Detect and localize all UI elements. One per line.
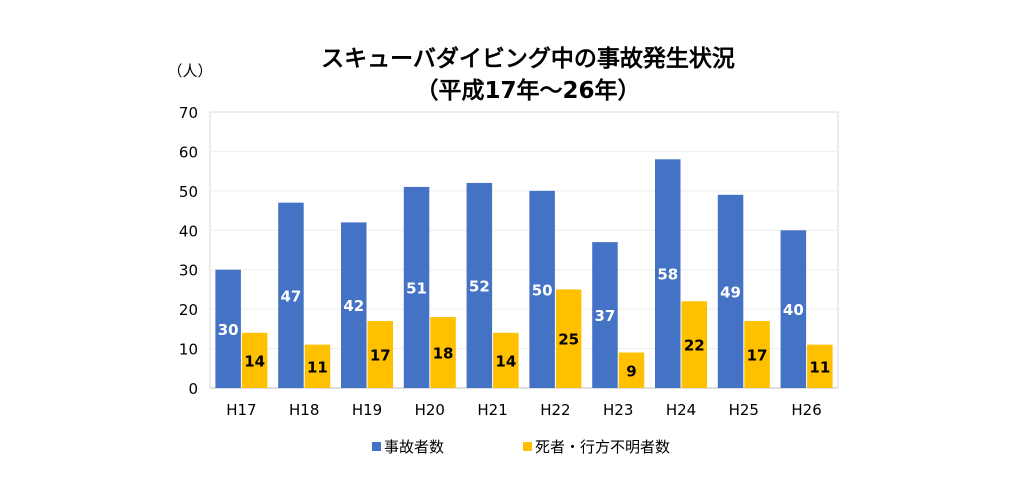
bar-accidents-H22 [529, 190, 555, 388]
x-tick-label: H21 [477, 401, 507, 419]
chart-subtitle: （平成17年～26年） [415, 77, 640, 104]
y-tick-label: 70 [179, 104, 198, 122]
data-label: 22 [684, 337, 705, 355]
legend-swatch [523, 442, 532, 451]
bar-deaths-H20 [430, 317, 456, 388]
chart-title: スキューバダイビング中の事故発生状況 [321, 45, 735, 72]
plot-area: 0 10 20 30 40 50 60 70 30 14 H17 47 11 H18 42 17 H19 51 18… [179, 104, 839, 419]
y-tick-label: 30 [179, 262, 198, 280]
y-tick-label: 40 [179, 222, 198, 240]
data-label: 17 [747, 346, 768, 364]
bar-accidents-H18 [278, 202, 304, 388]
y-tick-label: 10 [179, 341, 198, 359]
x-tick-label: H25 [729, 401, 759, 419]
y-tick-label: 50 [179, 183, 198, 201]
bar-accidents-H25 [717, 194, 744, 388]
y-tick-label: 0 [188, 380, 198, 398]
bar-deaths-H23 [618, 352, 645, 388]
data-label: 47 [281, 287, 302, 305]
data-label: 18 [433, 345, 454, 363]
bar-deaths-H22 [555, 289, 582, 388]
data-label: 52 [469, 277, 490, 295]
data-label: 11 [809, 358, 830, 376]
data-label: 14 [244, 352, 265, 370]
bar-accidents-H24 [655, 159, 681, 388]
data-label: 51 [406, 279, 427, 297]
legend-label: 事故者数 [384, 438, 444, 456]
bar-deaths-H18 [304, 344, 331, 388]
data-label: 58 [657, 266, 678, 284]
x-tick-label: H17 [226, 401, 256, 419]
data-label: 14 [495, 352, 516, 370]
data-label: 9 [626, 362, 636, 380]
y-tick-label: 20 [179, 301, 198, 319]
bar-deaths-H26 [807, 344, 833, 388]
data-label: 49 [720, 283, 741, 301]
bar-accidents-H17 [215, 269, 241, 388]
data-label: 11 [307, 358, 328, 376]
data-label: 25 [558, 331, 579, 349]
x-tick-label: H23 [603, 401, 633, 419]
data-label: 30 [218, 321, 239, 339]
x-tick-label: H26 [791, 401, 821, 419]
legend-label: 死者・行方不明者数 [535, 438, 670, 456]
data-label: 37 [595, 307, 616, 325]
x-tick-label: H24 [666, 401, 696, 419]
bar-deaths-H25 [744, 320, 770, 388]
x-tick-label: H22 [540, 401, 570, 419]
data-label: 50 [532, 281, 553, 299]
bar-deaths-H19 [367, 320, 393, 388]
bar-accidents-H26 [780, 230, 807, 388]
x-tick-label: H19 [352, 401, 382, 419]
bar-accidents-H20 [403, 186, 430, 388]
x-tick-label: H20 [415, 401, 445, 419]
x-tick-label: H18 [289, 401, 319, 419]
data-label: 17 [370, 346, 391, 364]
y-axis-unit: （人） [167, 62, 212, 80]
bar-accidents-H19 [341, 222, 367, 388]
bar-deaths-H17 [241, 332, 268, 388]
data-label: 42 [343, 297, 364, 315]
bar-accidents-H21 [466, 182, 493, 388]
bar-accidents-H23 [592, 242, 618, 388]
y-tick-label: 60 [179, 143, 198, 161]
legend-swatch [372, 442, 381, 451]
plot-border [209, 111, 839, 389]
legend: 事故者数 死者・行方不明者数 [372, 438, 670, 456]
data-label: 40 [783, 301, 804, 319]
bar-deaths-H21 [493, 332, 519, 388]
bar-deaths-H24 [681, 301, 707, 388]
